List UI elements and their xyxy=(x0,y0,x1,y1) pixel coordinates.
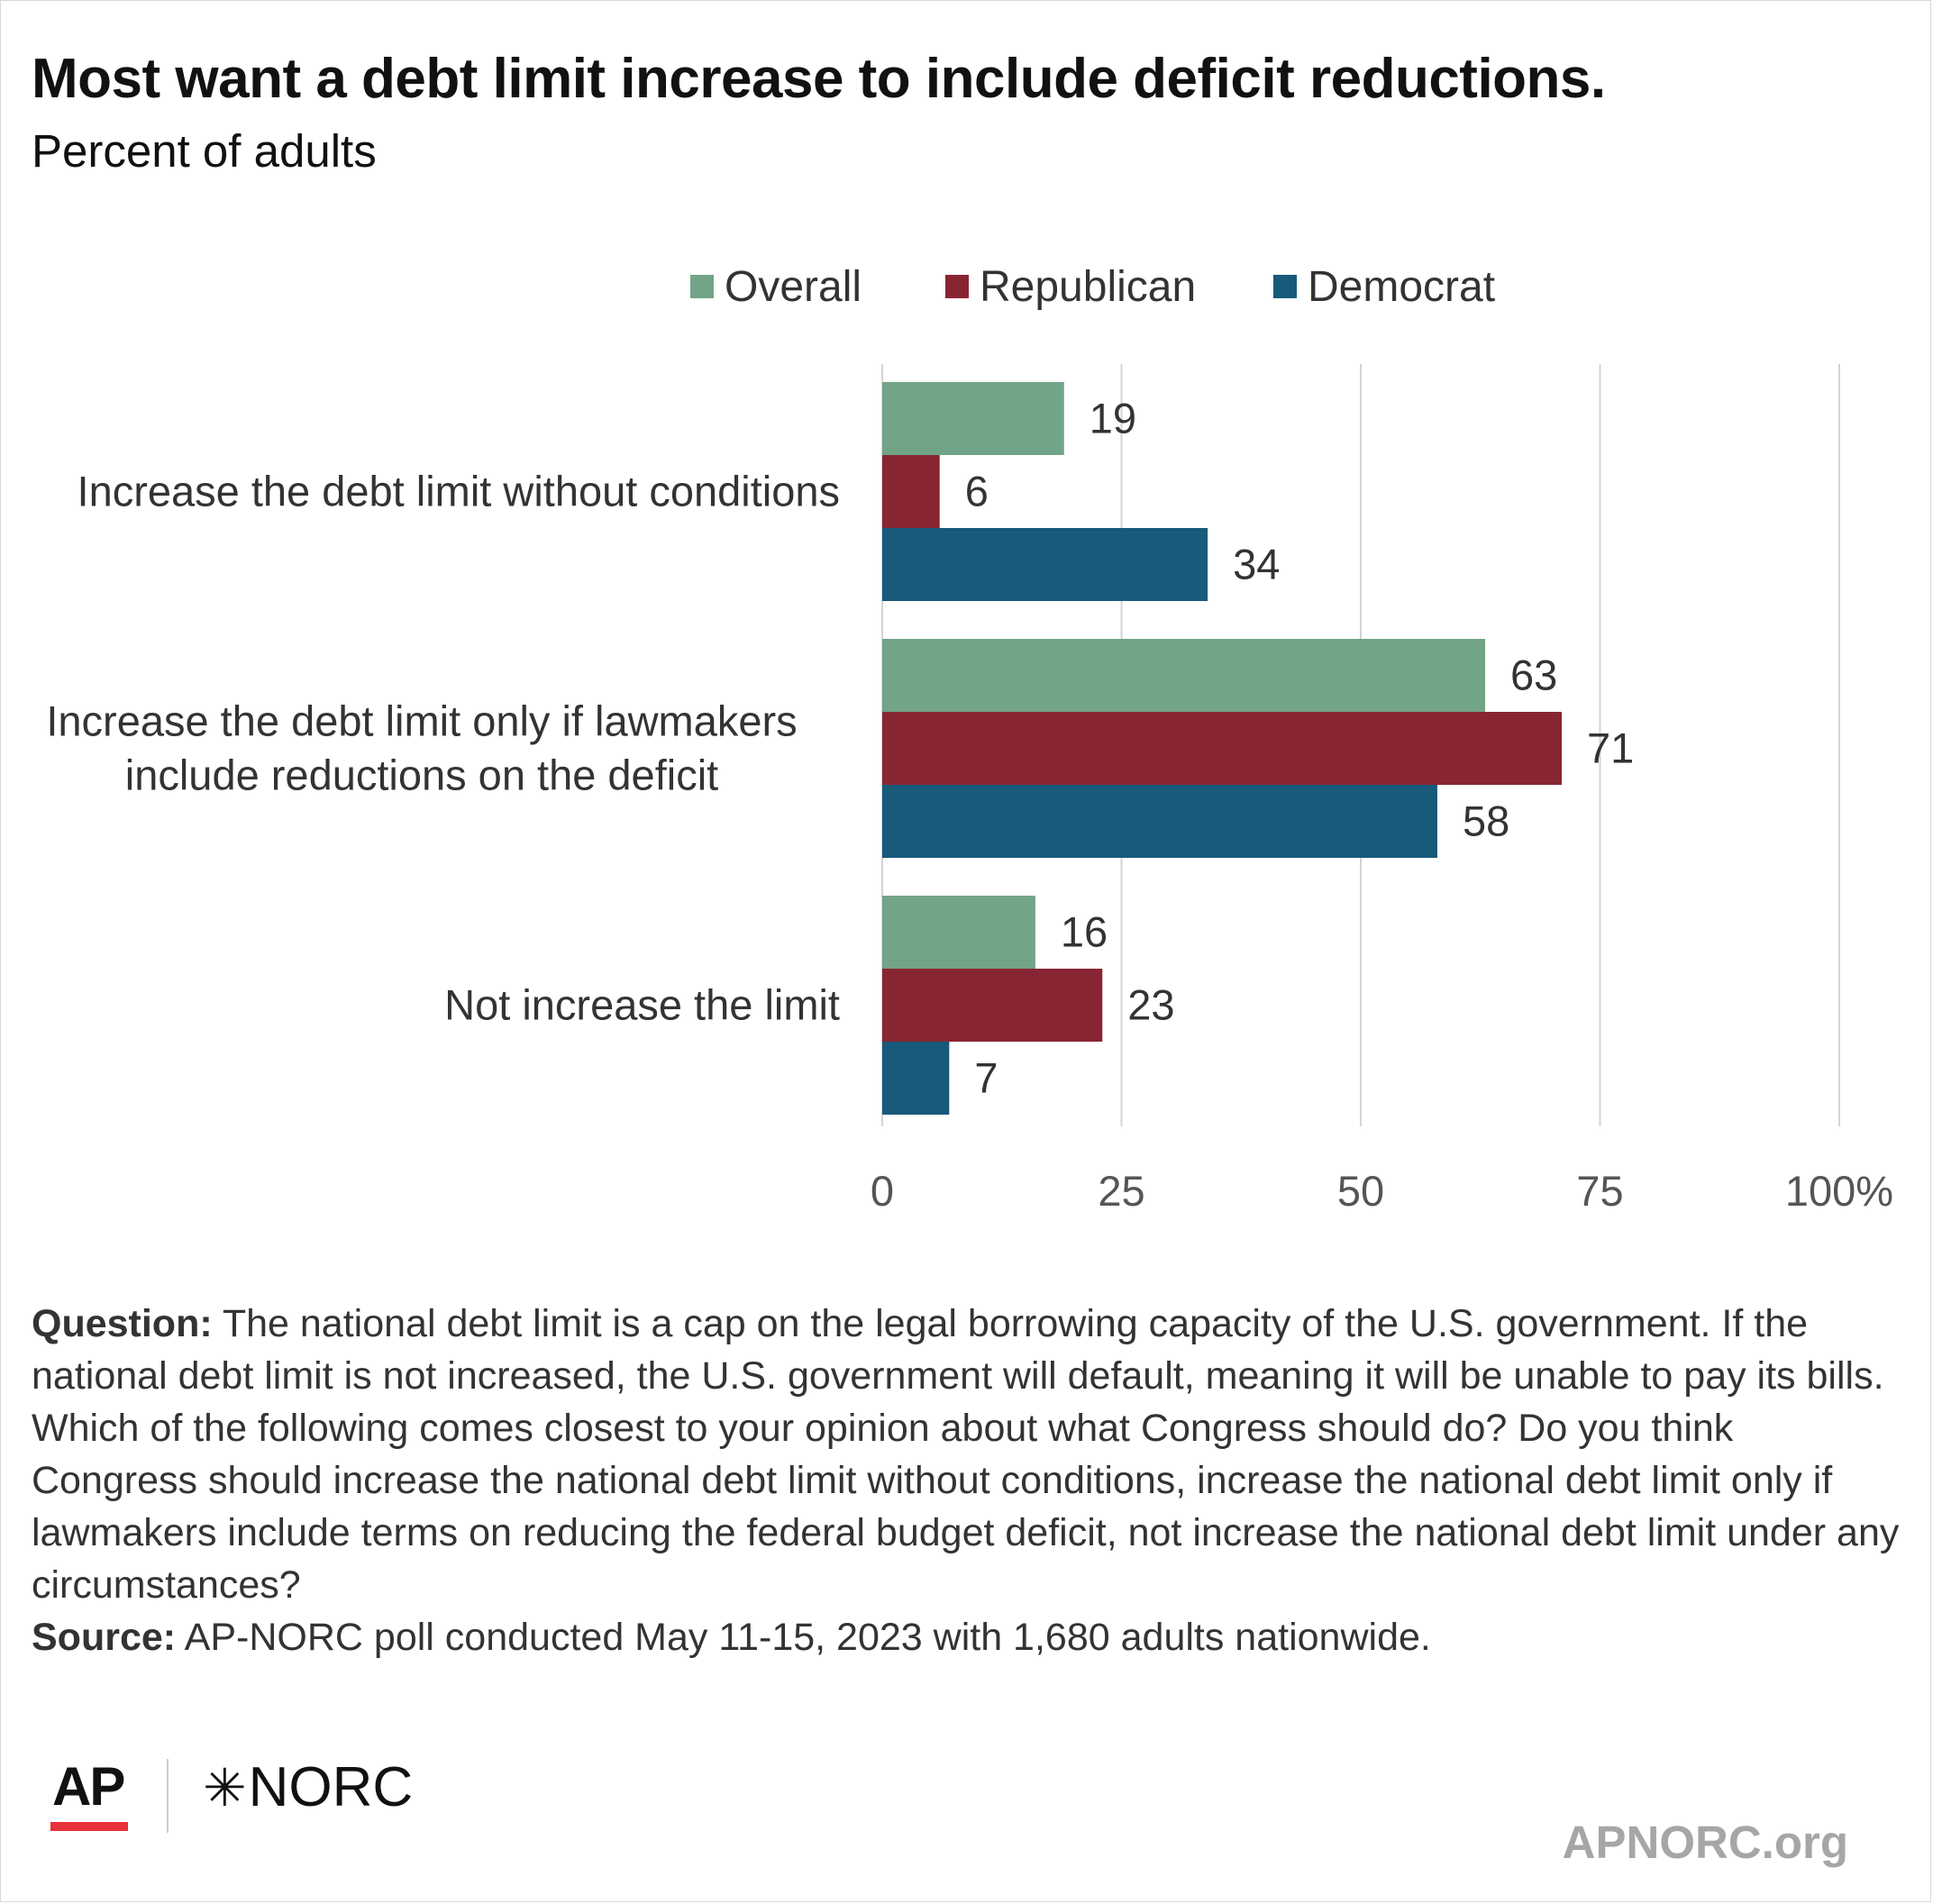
legend-label-republican: Republican xyxy=(980,262,1197,311)
value-label-democrat-2: 58 xyxy=(1463,797,1509,845)
legend-label-overall: Overall xyxy=(725,262,862,311)
bar-chart: 0 25 50 75 100% 19 6 34 Increase the debt limit … xyxy=(46,364,1893,1215)
legend-swatch-republican xyxy=(945,275,969,298)
x-tick-label-75: 75 xyxy=(1576,1167,1623,1215)
category-label-3-line-1: Not increase the limit xyxy=(444,981,840,1029)
norc-star-icon: ✳ xyxy=(203,1759,247,1817)
bar-republican-1 xyxy=(882,455,940,528)
chart-subtitle: Percent of adults xyxy=(32,125,377,177)
site-url: APNORC.org xyxy=(1562,1817,1848,1868)
value-label-overall-2: 63 xyxy=(1510,651,1557,699)
source-label: Source: xyxy=(32,1616,177,1659)
question-label: Question: xyxy=(32,1302,213,1345)
value-label-democrat-1: 34 xyxy=(1233,541,1280,588)
legend-label-democrat: Democrat xyxy=(1308,262,1496,311)
value-label-overall-1: 19 xyxy=(1090,395,1136,442)
x-tick-label-0: 0 xyxy=(871,1167,894,1215)
bar-overall-2 xyxy=(882,639,1486,712)
value-label-republican-3: 23 xyxy=(1127,981,1174,1029)
ap-logo: AP xyxy=(52,1756,125,1817)
legend-swatch-democrat xyxy=(1273,275,1297,298)
bar-republican-2 xyxy=(882,712,1563,785)
x-tick-label-100: 100% xyxy=(1785,1167,1893,1215)
value-label-republican-2: 71 xyxy=(1587,724,1634,772)
bar-republican-3 xyxy=(882,969,1103,1042)
x-tick-label-25: 25 xyxy=(1098,1167,1144,1215)
chart-title: Most want a debt limit increase to inclu… xyxy=(32,48,1606,110)
category-label-2-line-2: include reductions on the deficit xyxy=(125,752,718,799)
value-label-democrat-3: 7 xyxy=(974,1054,998,1102)
norc-logo: ✳NORC xyxy=(203,1755,413,1819)
bar-overall-3 xyxy=(882,896,1035,969)
legend: Overall Republican Democrat xyxy=(0,260,1933,314)
legend-item-democrat: Democrat xyxy=(1273,260,1495,314)
question-text: The national debt limit is a cap on the … xyxy=(32,1302,1900,1607)
bar-democrat-1 xyxy=(882,528,1208,601)
logo-divider xyxy=(167,1759,169,1833)
legend-item-overall: Overall xyxy=(690,260,862,314)
category-label-1-line-1: Increase the debt limit without conditio… xyxy=(78,468,840,515)
category-label-2-line-1: Increase the debt limit only if lawmaker… xyxy=(46,697,797,745)
source-note: Source: AP-NORC poll conducted May 11-15… xyxy=(32,1611,1906,1663)
value-label-overall-3: 16 xyxy=(1061,908,1108,956)
norc-logo-text: NORC xyxy=(248,1756,414,1818)
legend-item-republican: Republican xyxy=(945,260,1196,314)
ap-logo-underline xyxy=(50,1822,128,1831)
source-text: AP-NORC poll conducted May 11-15, 2023 w… xyxy=(176,1616,1431,1659)
legend-swatch-overall xyxy=(690,275,714,298)
value-label-republican-1: 6 xyxy=(965,468,989,515)
question-note: Question: The national debt limit is a c… xyxy=(32,1298,1906,1611)
bar-democrat-2 xyxy=(882,785,1437,858)
footnote: Question: The national debt limit is a c… xyxy=(32,1298,1906,1663)
x-tick-label-50: 50 xyxy=(1337,1167,1384,1215)
bar-overall-1 xyxy=(882,382,1064,455)
bar-democrat-3 xyxy=(882,1042,950,1115)
